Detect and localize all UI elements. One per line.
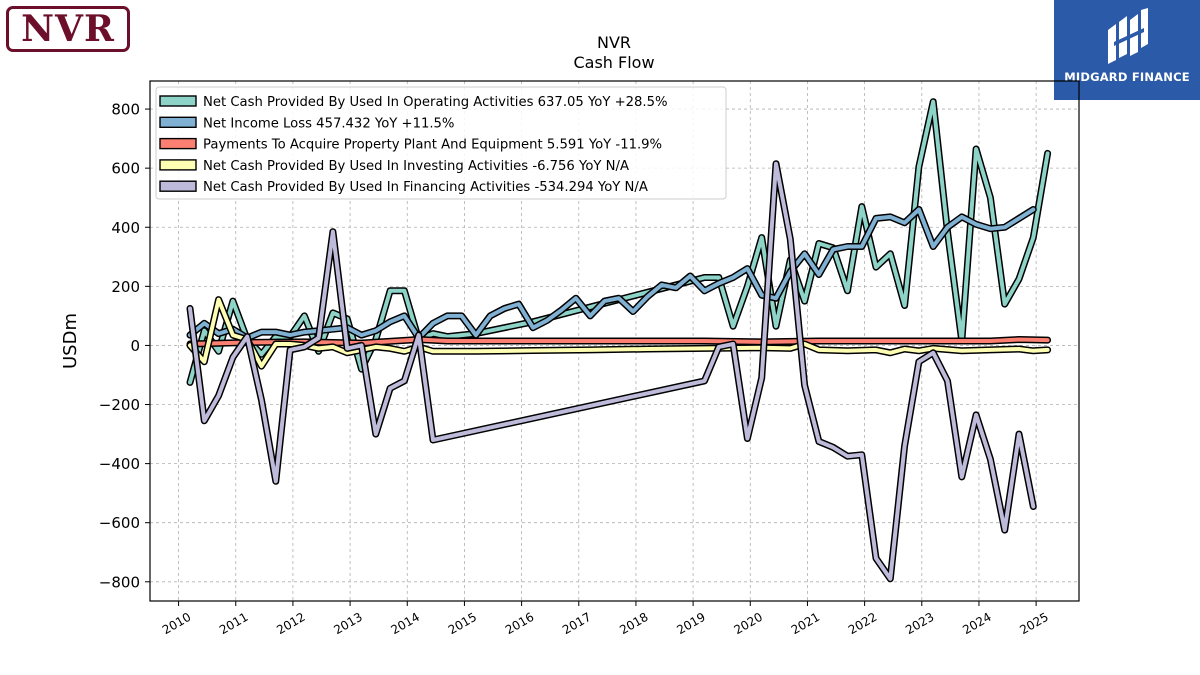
midgard-finance-logo: MIDGARD FINANCE <box>1054 0 1200 100</box>
legend-label: Payments To Acquire Property Plant And E… <box>203 138 662 153</box>
x-tick-label: 2015 <box>446 610 479 637</box>
legend-item-5: Net Cash Provided By Used In Financing A… <box>159 180 648 195</box>
plot-frame <box>149 80 1080 602</box>
legend: Net Cash Provided By Used In Operating A… <box>155 86 727 200</box>
x-tick-label: 2020 <box>732 610 765 637</box>
legend-label: Net Cash Provided By Used In Operating A… <box>203 95 668 110</box>
x-tick-label: 2014 <box>389 610 422 637</box>
chart-title: NVR <box>597 33 631 52</box>
series-stroke <box>188 297 1050 369</box>
legend-label: Net Income Loss 457.432 YoY +11.5% <box>203 116 454 131</box>
legend-item-4: Net Cash Provided By Used In Investing A… <box>159 159 629 174</box>
y-tick-label: −400 <box>99 455 140 473</box>
legend-item-3: Payments To Acquire Property Plant And E… <box>159 137 662 153</box>
chart-subtitle: Cash Flow <box>573 53 654 72</box>
series-line-4 <box>186 296 1052 370</box>
nvr-logo: NVR <box>6 6 130 52</box>
series-layer <box>186 98 1052 583</box>
legend-swatch <box>159 159 197 171</box>
series-stroke <box>188 207 1036 340</box>
x-tick-label: 2011 <box>217 610 250 637</box>
y-tick-label: −600 <box>99 514 140 532</box>
legend-box <box>155 86 727 200</box>
series-line-2 <box>186 206 1037 342</box>
y-axis-label: USDm <box>60 313 81 369</box>
legend-label: Net Cash Provided By Used In Financing A… <box>203 180 648 195</box>
series-line-3 <box>186 336 1052 348</box>
y-tick-label: 600 <box>111 160 140 178</box>
x-tick-label: 2021 <box>789 610 822 637</box>
y-tick-label: 200 <box>111 278 140 296</box>
legend-swatch <box>159 137 197 150</box>
series-stroke <box>188 161 1036 581</box>
series-line-5 <box>186 160 1037 583</box>
midgard-mark-icon <box>1108 8 1148 64</box>
legend-item-2: Net Income Loss 457.432 YoY +11.5% <box>159 116 454 131</box>
x-tick-label: 2016 <box>503 610 536 637</box>
axis-ticks: 2010 2011 2012 2013 2014 2015 2016 2017 2018 2019… <box>99 101 1051 638</box>
nvr-logo-text: NVR <box>21 8 115 50</box>
x-tick-label: 2013 <box>331 610 364 637</box>
x-tick-label: 2018 <box>617 610 650 637</box>
legend-swatch <box>159 95 197 107</box>
x-tick-label: 2012 <box>274 610 307 637</box>
y-tick-label: −200 <box>99 396 140 414</box>
midgard-logo-text: MIDGARD FINANCE <box>1064 70 1190 84</box>
x-tick-label: 2019 <box>674 610 707 637</box>
y-tick-label: 0 <box>130 337 140 355</box>
legend-swatch <box>159 116 197 129</box>
x-tick-label: 2017 <box>560 610 593 637</box>
x-tick-label: 2024 <box>960 610 993 637</box>
series-outline <box>186 160 1037 583</box>
y-tick-label: 400 <box>111 219 140 237</box>
series-stroke <box>188 337 1050 346</box>
y-tick-label: 800 <box>111 101 140 119</box>
y-tick-label: −800 <box>99 573 140 591</box>
legend-swatch <box>159 180 197 192</box>
x-tick-label: 2025 <box>1017 610 1050 637</box>
x-tick-label: 2010 <box>160 610 193 637</box>
legend-item-1: Net Cash Provided By Used In Operating A… <box>159 95 668 110</box>
x-tick-label: 2022 <box>846 610 879 637</box>
series-stroke <box>188 99 1050 385</box>
x-tick-label: 2023 <box>903 610 936 637</box>
series-line-1 <box>186 98 1052 386</box>
legend-label: Net Cash Provided By Used In Investing A… <box>203 159 629 174</box>
